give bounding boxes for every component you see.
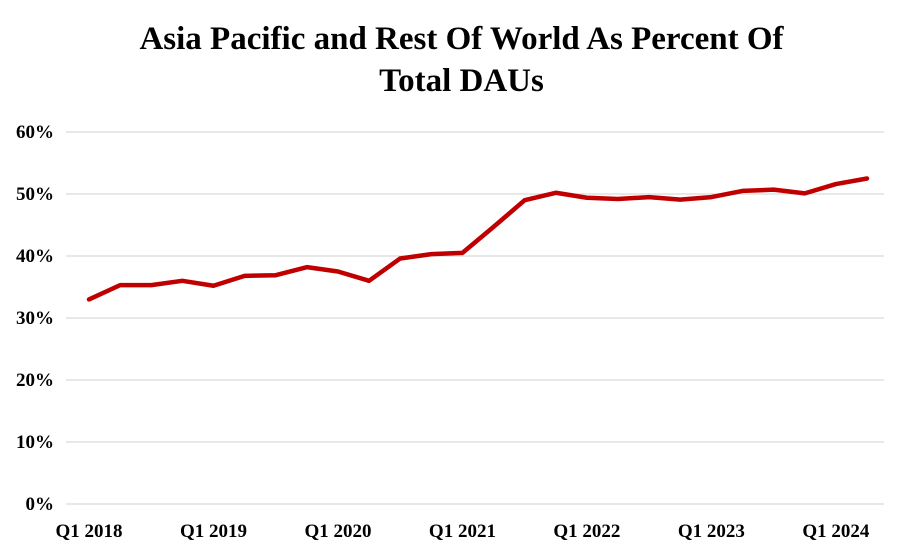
y-axis-ticks: 0% 10% 20% 30% 40% 50% 60%: [16, 122, 54, 515]
y-tick-label: 60%: [16, 122, 54, 143]
y-tick-label: 0%: [26, 494, 55, 515]
y-tick-label: 20%: [16, 370, 54, 391]
y-tick-label: 10%: [16, 432, 54, 453]
x-tick-label: Q1 2021: [429, 521, 496, 542]
y-tick-label: 50%: [16, 184, 54, 205]
x-tick-label: Q1 2020: [304, 521, 371, 542]
chart-title-line2: Total DAUs: [379, 63, 544, 99]
x-tick-label: Q1 2019: [180, 521, 247, 542]
x-tick-label: Q1 2018: [55, 521, 122, 542]
chart-title-line1: Asia Pacific and Rest Of World As Percen…: [139, 21, 784, 57]
gridlines: [66, 131, 884, 505]
y-tick-label: 40%: [16, 246, 54, 267]
series-line: [86, 176, 870, 302]
x-tick-label: Q1 2024: [802, 521, 870, 542]
x-axis-ticks: Q1 2018 Q1 2019 Q1 2020 Q1 2021 Q1 2022 Q1 20…: [55, 521, 869, 542]
series-layer: [86, 176, 870, 302]
x-tick-label: Q1 2023: [678, 521, 745, 542]
chart-title: Asia Pacific and Rest Of World As Percen…: [0, 18, 923, 102]
x-tick-label: Q1 2022: [553, 521, 620, 542]
y-tick-label: 30%: [16, 308, 54, 329]
